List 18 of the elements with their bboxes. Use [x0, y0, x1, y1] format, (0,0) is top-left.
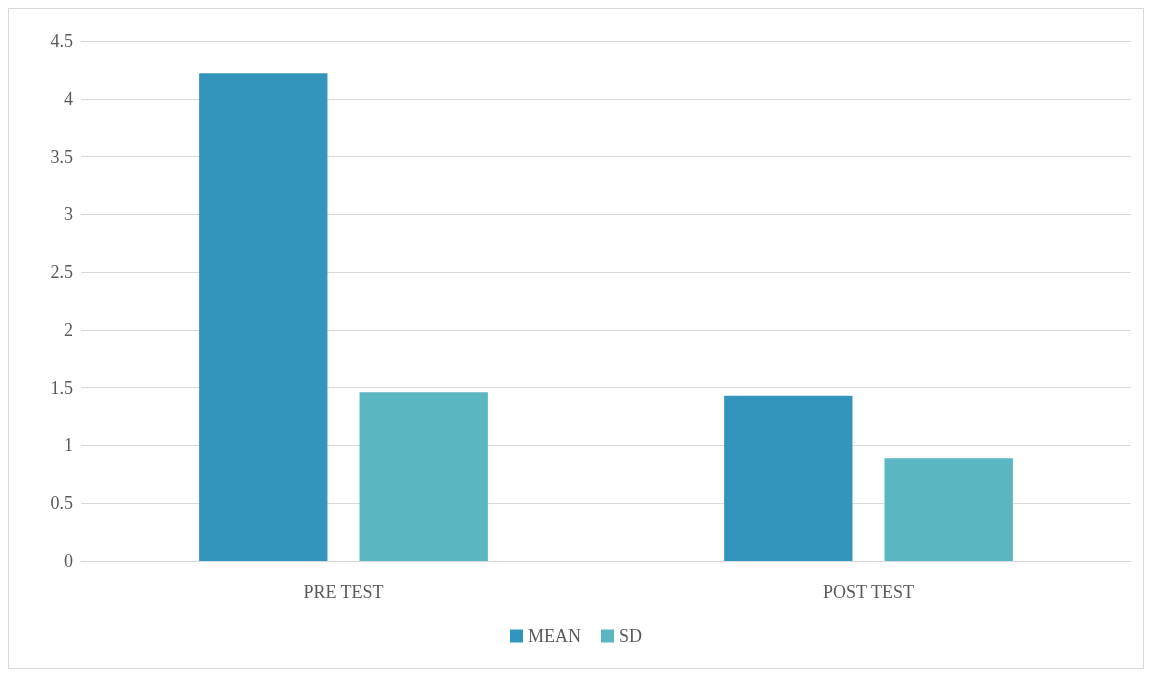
bar [884, 458, 1013, 561]
y-tick-label: 4 [64, 88, 73, 109]
y-tick-label: 3.5 [50, 146, 73, 167]
legend-label: SD [618, 626, 643, 646]
y-tick-label: 0.5 [50, 493, 73, 514]
bar [359, 392, 488, 561]
bar [199, 73, 328, 561]
y-tick-label: 4.5 [50, 31, 73, 51]
y-tick-label: 1.5 [50, 377, 73, 398]
y-tick-label: 3 [64, 204, 73, 225]
x-tick-label: PRE TEST [303, 582, 384, 602]
y-tick-label: 0 [64, 551, 73, 571]
y-tick-label: 2 [64, 319, 73, 340]
y-tick-label: 2.5 [50, 262, 73, 283]
legend-label: MEAN [528, 626, 581, 646]
bar [724, 395, 853, 561]
y-tick-label: 1 [64, 435, 73, 456]
x-tick-label: POST TEST [823, 582, 914, 602]
